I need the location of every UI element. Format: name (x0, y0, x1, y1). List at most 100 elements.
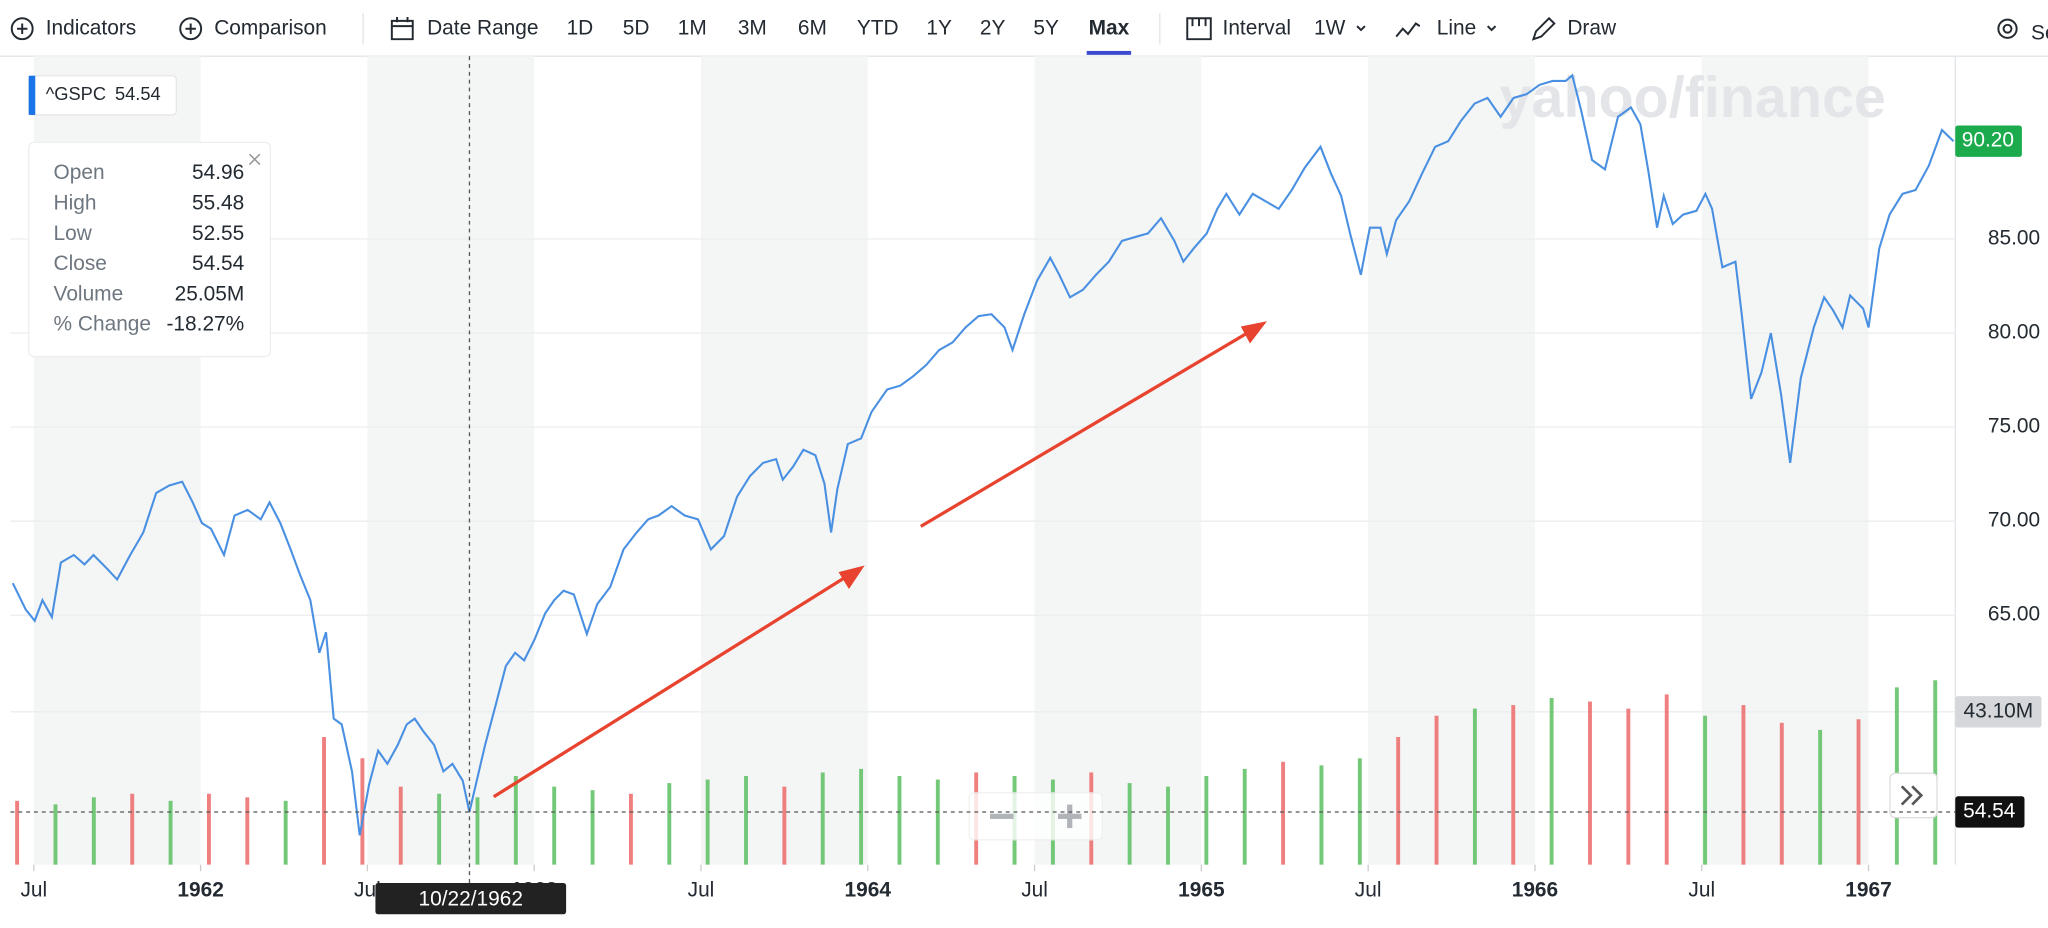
toolbar-button[interactable]: Comparison (214, 16, 327, 39)
range-button[interactable]: YTD (857, 16, 899, 39)
volume-bar (1588, 701, 1592, 865)
volume-bar (1856, 719, 1861, 865)
y-tick-label: 80.00 (1988, 321, 2040, 344)
volume-bar (1242, 768, 1247, 865)
y-tick-label: 70.00 (1988, 509, 2040, 532)
volume-bar (1549, 697, 1554, 865)
x-tick-label: Jul (354, 878, 381, 901)
legend: ^GSPC 54.54 (28, 75, 177, 116)
volume-bar (1626, 708, 1631, 865)
volume-bar (1779, 722, 1784, 865)
crosshair-date-box (375, 882, 567, 915)
legend-value: 54.54 (115, 83, 161, 104)
volume-bar (1664, 694, 1669, 865)
x-tick-label: 1964 (845, 878, 892, 901)
y2-tick-label: 43.10M (1964, 699, 2034, 722)
range-button[interactable]: 1M (678, 16, 707, 39)
toolbar-button[interactable]: Settings (2031, 21, 2048, 44)
volume-bar (1319, 765, 1324, 865)
volume-bar (398, 786, 403, 865)
volume-bar (935, 779, 940, 865)
toolbar-icon (1186, 17, 1212, 41)
tooltip-label: Open (54, 161, 105, 184)
range-button[interactable]: 1Y (926, 16, 952, 39)
toolbar-button[interactable]: Draw (1567, 16, 1617, 39)
y-tick-label: 85.00 (1988, 227, 2040, 250)
tooltip-value: 25.05M (175, 282, 245, 305)
toolbar-icon (1531, 16, 1556, 41)
volume-bar (475, 797, 480, 865)
toolbar-button[interactable]: Line (1437, 16, 1476, 39)
tooltip-label: Low (54, 222, 93, 245)
period-band (367, 56, 535, 865)
x-tick-label: Jul (20, 878, 47, 901)
toolbar-icon (1997, 18, 2018, 39)
tooltip-value: 54.96 (192, 161, 244, 184)
volume-bar (322, 736, 326, 865)
range-button[interactable]: 6M (798, 16, 827, 39)
volume-bar (782, 786, 787, 865)
volume-bar (1166, 786, 1170, 865)
volume-bar (705, 779, 710, 865)
volume-bar (360, 758, 365, 865)
range-button[interactable]: 1D (567, 16, 594, 39)
zoom-controls[interactable] (968, 792, 1104, 841)
volume-bar (283, 800, 288, 865)
tooltip-label: Close (54, 252, 107, 275)
volume-bar (897, 776, 902, 865)
range-button[interactable]: 3M (738, 16, 767, 39)
volume-bar (552, 786, 557, 865)
tooltip-value: 52.55 (192, 222, 244, 245)
volume-bar (245, 797, 250, 865)
x-tick-label: Jul (1355, 878, 1382, 901)
volume-bar (1818, 729, 1823, 865)
volume-bar (53, 804, 58, 865)
crosshair-date: 10/22/1962 (419, 887, 523, 910)
tooltip-value: 55.48 (192, 192, 244, 215)
y-tick-label: 65.00 (1988, 603, 2040, 626)
x-tick-label: 1967 (1845, 878, 1891, 901)
volume-bar (1511, 705, 1516, 865)
legend-symbol: ^GSPC (46, 83, 106, 104)
x-tick-label: 1966 (1512, 878, 1558, 901)
toolbar-button[interactable]: Date Range (427, 16, 538, 39)
volume-bar (820, 772, 825, 865)
x-tick-label: Jul (1021, 878, 1048, 901)
volume-bar (1281, 761, 1286, 865)
last-price-box (1955, 125, 2022, 157)
volume-bar (1933, 680, 1938, 865)
scroll-right-button[interactable] (1889, 772, 1938, 819)
volume-bar (91, 797, 96, 865)
x-tick-label: 1965 (1178, 878, 1225, 901)
toolbar-button[interactable]: Interval (1223, 16, 1291, 39)
range-button[interactable]: 5Y (1033, 16, 1059, 39)
toolbar-button[interactable]: 1W (1314, 16, 1346, 39)
volume-bar (1127, 783, 1132, 865)
toolbar-icon (1395, 22, 1421, 38)
volume-bar (628, 793, 633, 865)
toolbar-icon (1486, 25, 1497, 32)
tooltip-label: High (54, 192, 97, 215)
volume-bar (667, 783, 672, 865)
range-button[interactable]: 5D (623, 16, 650, 39)
volume-bar (206, 793, 211, 865)
crosshair-price: 54.54 (1963, 799, 2015, 822)
watermark: yahoo/finance (1500, 66, 1886, 130)
period-band (700, 56, 868, 865)
toolbar-button[interactable]: Indicators (46, 16, 137, 39)
period-band (1701, 56, 1869, 865)
close-tooltip[interactable] (248, 153, 261, 166)
volume-bar (1472, 708, 1477, 865)
tooltip-value: -18.27% (166, 313, 244, 336)
price-line (11, 73, 1955, 836)
volume-bar (513, 776, 518, 865)
last-price-label: 90.20 (1962, 129, 2014, 152)
volume-bar (1703, 715, 1708, 865)
volume-bar (1741, 705, 1746, 865)
range-button[interactable]: 2Y (980, 16, 1006, 39)
x-tick-label: 1962 (177, 878, 223, 901)
range-button[interactable]: Max (1089, 16, 1130, 39)
tooltip-label: Volume (54, 282, 124, 305)
